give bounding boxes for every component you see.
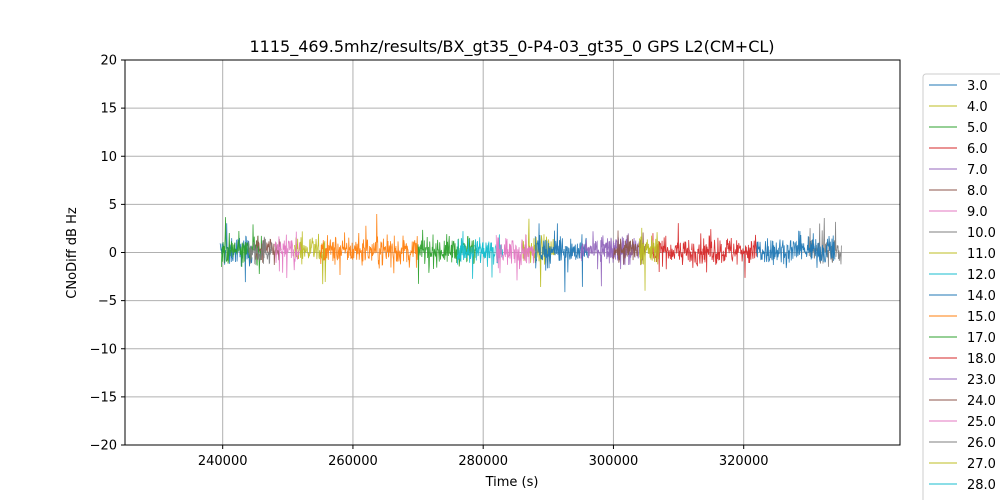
legend-box	[922, 73, 1000, 500]
series-line	[534, 223, 588, 293]
series-line	[456, 231, 491, 279]
legend-label: 27.0	[967, 457, 996, 472]
legend-label: 18.0	[967, 352, 996, 367]
y-tick-label: 15	[100, 102, 117, 117]
x-tick-label: 280000	[458, 454, 508, 469]
x-tick-label: 240000	[198, 454, 248, 469]
series-line	[417, 229, 478, 284]
series-line	[495, 234, 536, 281]
axis-ticks: 240000 260000 280000 300000 320000 −20 −15 −10 −…	[90, 54, 769, 470]
legend-label: 15.0	[967, 310, 996, 325]
x-tick-label: 320000	[719, 454, 769, 469]
legend-label: 17.0	[967, 331, 996, 346]
legend-label: 28.0	[967, 478, 996, 493]
series-line	[274, 231, 302, 278]
legend-label: 9.0	[967, 205, 988, 220]
series-line	[319, 213, 419, 276]
y-tick-label: −20	[90, 439, 117, 454]
y-axis-label: CNoDiff dB Hz	[65, 207, 80, 299]
y-tick-label: −10	[90, 342, 117, 357]
legend-label: 12.0	[967, 268, 996, 283]
y-tick-label: 20	[100, 54, 117, 69]
legend-label: 4.0	[967, 100, 988, 115]
plot-series	[219, 213, 842, 293]
series-line	[808, 218, 842, 267]
y-tick-label: −5	[98, 294, 117, 309]
y-tick-label: 10	[100, 150, 117, 165]
x-tick-label: 260000	[328, 454, 378, 469]
legend-label: 24.0	[967, 394, 996, 409]
y-tick-label: −15	[90, 390, 117, 405]
series-line	[756, 230, 836, 269]
chart-title: 1115_469.5mhz/results/BX_gt35_0-P4-03_gt…	[249, 37, 774, 57]
series-line	[691, 229, 758, 278]
legend-label: 26.0	[967, 436, 996, 451]
legend-label: 25.0	[967, 415, 996, 430]
series-line	[220, 217, 263, 275]
x-axis-label: Time (s)	[485, 475, 539, 490]
legend-label: 14.0	[967, 289, 996, 304]
legend-label: 10.0	[967, 226, 996, 241]
legend-label: 8.0	[967, 184, 988, 199]
legend: 3.0 4.0 5.0 6.0 7.0 8.0 9.0 10.0 11.0 12.0 14.0 15.…	[922, 73, 1000, 500]
legend-label: 11.0	[967, 247, 996, 262]
x-tick-label: 300000	[589, 454, 639, 469]
legend-label: 7.0	[967, 163, 988, 178]
legend-label: 3.0	[967, 79, 988, 94]
legend-label: 23.0	[967, 373, 996, 388]
series-line	[639, 227, 660, 291]
series-line	[248, 236, 272, 266]
y-tick-label: 5	[109, 198, 117, 213]
y-tick-label: 0	[109, 246, 117, 261]
series-line	[652, 223, 692, 273]
legend-label: 6.0	[967, 142, 988, 157]
legend-label: 5.0	[967, 121, 988, 136]
